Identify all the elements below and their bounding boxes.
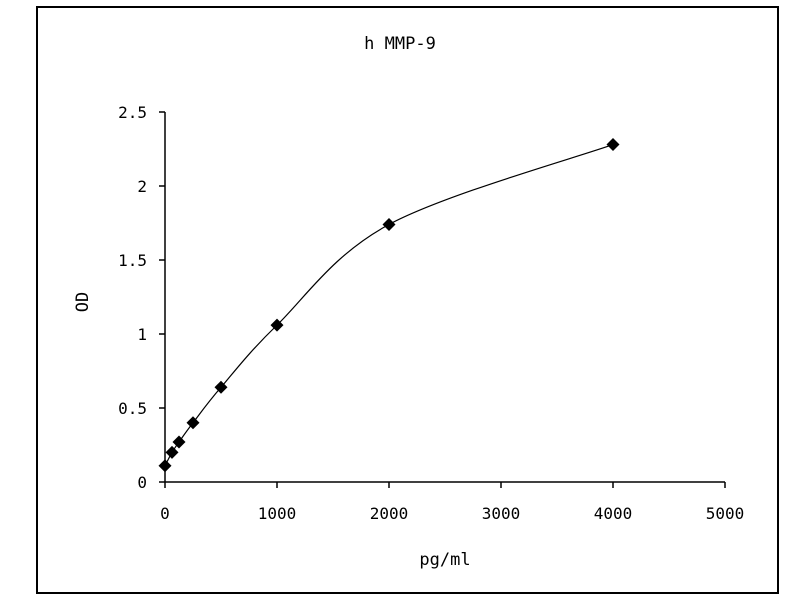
data-points	[158, 138, 620, 473]
x-tick-label: 2000	[370, 504, 409, 523]
chart-title: h MMP-9	[364, 34, 436, 54]
data-point-diamond	[270, 318, 284, 332]
x-tick-label: 3000	[482, 504, 521, 523]
x-tick-label: 0	[160, 504, 170, 523]
y-axis-label: OD	[73, 292, 93, 312]
data-point-diamond	[158, 459, 172, 473]
x-tick-label: 4000	[594, 504, 633, 523]
chart-border	[36, 6, 779, 594]
y-tick-label: 1.5	[118, 251, 147, 270]
data-point-diamond	[214, 380, 228, 394]
y-tick-label: 0.5	[118, 399, 147, 418]
y-tick-label: 0	[137, 473, 147, 492]
y-tick-label: 1	[137, 325, 147, 344]
data-point-diamond	[606, 138, 620, 152]
y-tick-label: 2.5	[118, 103, 147, 122]
data-point-diamond	[382, 217, 396, 231]
x-tick-label: 5000	[706, 504, 745, 523]
axes: 0 1000 2000 3000 4000 5000 0 0.5 1 1.5 2 2.5	[118, 103, 744, 523]
y-tick-label: 2	[137, 177, 147, 196]
x-tick-label: 1000	[258, 504, 297, 523]
x-axis-label: pg/ml	[419, 550, 470, 570]
data-point-diamond	[172, 435, 186, 449]
data-point-diamond	[186, 416, 200, 430]
data-point-diamond	[165, 445, 179, 459]
